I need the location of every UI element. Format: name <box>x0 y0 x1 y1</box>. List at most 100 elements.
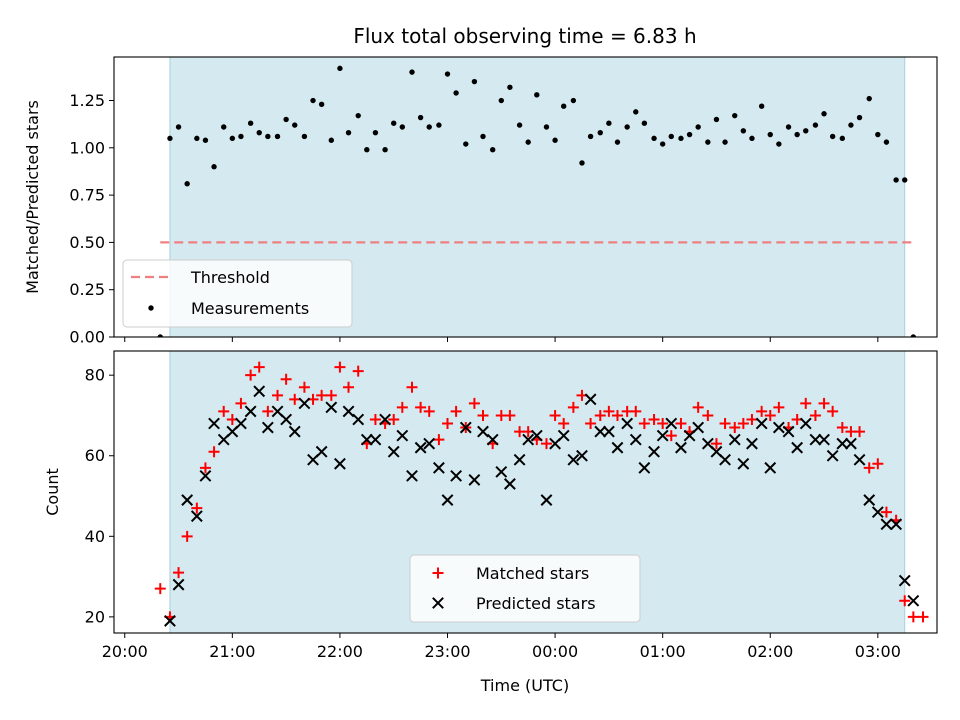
data-point <box>890 518 903 531</box>
data-point <box>436 122 442 128</box>
data-point <box>854 426 866 438</box>
data-point <box>839 135 846 142</box>
data-point <box>298 381 310 393</box>
data-point <box>611 409 623 421</box>
data-point <box>245 369 257 381</box>
y-tick-label: 0.75 <box>69 186 105 205</box>
data-point <box>719 418 731 430</box>
data-point <box>678 135 684 142</box>
data-point <box>191 502 203 514</box>
data-point <box>729 422 741 434</box>
data-point <box>274 133 281 140</box>
data-point <box>235 417 247 430</box>
data-point <box>388 413 400 425</box>
legend-box <box>122 259 353 328</box>
data-point <box>755 417 768 430</box>
x-tick-label: 00:00 <box>532 642 578 661</box>
data-point <box>853 453 866 466</box>
data-point <box>372 129 379 136</box>
data-point <box>325 401 338 414</box>
data-point <box>292 122 298 128</box>
data-point <box>265 133 271 140</box>
data-point <box>570 97 577 104</box>
data-point <box>310 97 316 104</box>
data-point <box>450 405 462 417</box>
data-point <box>396 429 409 442</box>
data-point <box>164 615 176 627</box>
data-point <box>656 429 669 442</box>
data-point <box>883 139 890 145</box>
y-tick-label: 60 <box>85 446 105 465</box>
data-point <box>702 409 714 421</box>
y-tick-label: 20 <box>85 607 105 626</box>
data-point <box>740 128 747 134</box>
data-point <box>657 418 669 430</box>
data-point <box>675 418 687 430</box>
data-point <box>334 361 346 373</box>
data-point <box>486 433 499 446</box>
data-point <box>414 441 427 454</box>
data-point <box>396 401 408 413</box>
data-point <box>902 177 908 183</box>
data-point <box>477 409 489 421</box>
data-point <box>450 469 463 482</box>
data-point <box>638 461 651 474</box>
data-point <box>836 437 849 450</box>
data-point <box>872 458 884 470</box>
data-point <box>585 418 597 430</box>
legend-measurements-swatch <box>148 305 154 311</box>
data-point <box>283 116 289 123</box>
data-point <box>426 124 432 130</box>
data-point <box>746 413 758 425</box>
data-point <box>624 124 630 130</box>
legend-matched-swatch <box>432 567 444 579</box>
data-point <box>406 469 418 482</box>
data-point <box>468 474 481 486</box>
legend: Matched stars Predicted stars <box>409 554 641 623</box>
data-point <box>173 567 185 579</box>
data-point <box>369 413 381 425</box>
data-point <box>345 129 352 136</box>
data-point <box>261 421 274 434</box>
data-point <box>229 135 236 142</box>
data-point <box>602 425 615 438</box>
chart-title: Flux total observing time = 6.83 h <box>353 24 696 48</box>
data-point <box>641 120 648 126</box>
data-point <box>567 401 579 413</box>
data-point <box>863 462 875 474</box>
data-point <box>391 120 397 126</box>
data-point <box>530 429 543 442</box>
data-point <box>668 133 674 140</box>
data-point <box>489 147 496 153</box>
data-point <box>468 397 480 409</box>
data-point <box>423 437 436 450</box>
data-point <box>630 405 642 417</box>
legend: Threshold Measurements <box>122 259 353 328</box>
y-tick-label: 0.25 <box>69 280 105 299</box>
data-point <box>253 385 266 398</box>
data-point <box>728 433 741 446</box>
data-point <box>557 429 570 442</box>
data-point <box>606 120 612 126</box>
data-point <box>298 397 311 410</box>
data-point <box>221 124 227 130</box>
y-tick-label: 0.50 <box>69 233 105 252</box>
data-point <box>495 465 508 478</box>
data-point <box>587 133 594 140</box>
data-point <box>567 453 580 466</box>
data-point <box>907 611 919 623</box>
data-point <box>695 124 701 130</box>
data-point <box>516 122 523 128</box>
data-point <box>686 131 693 138</box>
data-point <box>406 381 418 393</box>
data-point <box>776 141 782 147</box>
data-point <box>352 413 365 426</box>
data-point <box>202 137 209 143</box>
x-tick-label: 02:00 <box>747 642 793 661</box>
data-point <box>898 574 911 587</box>
data-point <box>369 433 382 446</box>
data-point <box>665 430 677 442</box>
y-axis-label: Count <box>43 468 62 516</box>
data-point <box>352 365 364 377</box>
